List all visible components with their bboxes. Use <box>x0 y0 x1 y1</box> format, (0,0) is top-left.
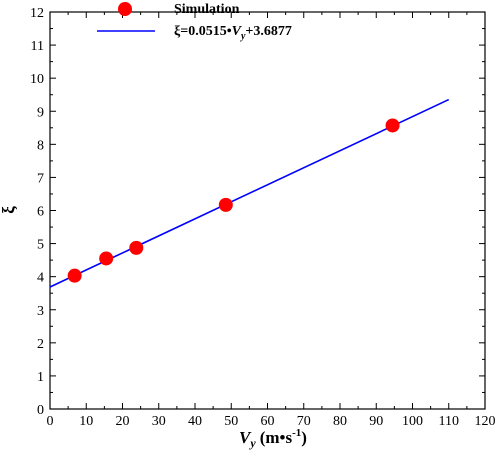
legend: Simulation ξ=0.0515•Vy+3.6877 <box>97 2 292 42</box>
y-tick-label: 6 <box>37 205 44 220</box>
x-axis-title-subscript: y <box>248 436 256 450</box>
x-axis-title-unit: (m•s <box>260 428 293 447</box>
x-tick-label: 80 <box>333 414 347 429</box>
y-tick-label: 9 <box>37 105 44 120</box>
y-tick-label: 8 <box>37 138 44 153</box>
plot-area-border <box>49 11 486 410</box>
x-tick-label: 10 <box>79 414 93 429</box>
x-tick-label: 60 <box>261 414 275 429</box>
y-tick-label: 4 <box>37 271 44 286</box>
y-tick-label: 2 <box>37 337 44 352</box>
x-tick-label: 20 <box>116 414 130 429</box>
x-tick-label: 50 <box>224 414 238 429</box>
series-layer <box>49 98 450 288</box>
legend-fit-suffix: +3.6877 <box>245 24 291 39</box>
y-tick-label: 1 <box>37 370 44 385</box>
x-tick-label: 0 <box>47 414 54 429</box>
y-tick-label: 3 <box>37 304 44 319</box>
simulation-point <box>99 251 114 266</box>
simulation-point <box>218 197 233 212</box>
y-tick-label: 10 <box>30 72 44 87</box>
x-tick-label: 110 <box>439 414 459 429</box>
simulation-point <box>67 268 82 283</box>
simulation-point <box>385 118 400 133</box>
legend-fit-label: ξ=0.0515•Vy+3.6877 <box>174 24 292 42</box>
y-tick-label: 0 <box>37 403 44 418</box>
y-tick-label: 12 <box>30 6 44 21</box>
simulation-point <box>129 240 144 255</box>
y-tick-label: 7 <box>37 171 44 186</box>
legend-fit-var: V <box>232 24 243 39</box>
legend-simulation-marker <box>118 2 132 16</box>
legend-fit-sub: y <box>240 31 246 42</box>
x-axis-title-symbol: V <box>239 428 252 447</box>
x-tick-label: 30 <box>152 414 166 429</box>
y-tick-label: 11 <box>31 39 44 54</box>
plot-frame <box>49 11 486 410</box>
y-tick-label: 5 <box>37 238 44 253</box>
x-tick-label: 70 <box>297 414 311 429</box>
x-axis-ticks: 0 10 20 30 40 50 60 70 80 90 100 110 120 <box>47 12 496 429</box>
x-axis-title-superscript: -1 <box>292 427 301 439</box>
x-tick-label: 120 <box>475 414 496 429</box>
x-tick-label: 40 <box>188 414 202 429</box>
legend-fit-prefix: ξ=0.0515• <box>174 24 232 39</box>
x-axis-title: Vy (m•s-1) <box>239 427 307 450</box>
x-tick-label: 100 <box>402 414 423 429</box>
fit-line <box>49 98 450 288</box>
x-axis-title-close: ) <box>301 428 307 447</box>
x-tick-label: 90 <box>369 414 383 429</box>
y-axis-title: ξ <box>0 206 18 214</box>
legend-simulation-label: Simulation <box>174 2 240 17</box>
